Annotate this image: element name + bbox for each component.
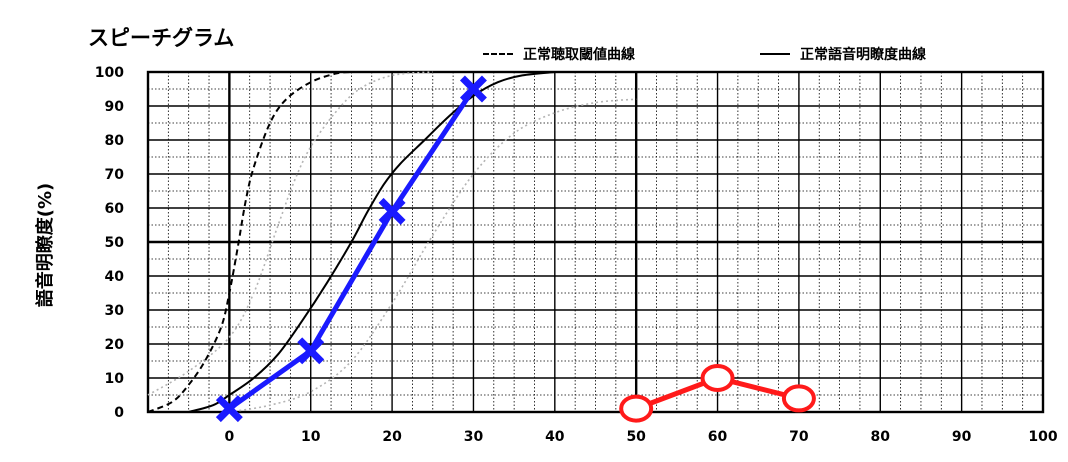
chart-title: スピーチグラム xyxy=(88,26,235,50)
series-line-dashed xyxy=(147,71,352,413)
y-tick-label: 90 xyxy=(105,99,125,115)
data-point-circle-marker xyxy=(619,394,654,423)
data-point-circle-marker xyxy=(781,384,816,413)
y-tick-label: 30 xyxy=(105,303,125,319)
y-tick-label: 80 xyxy=(105,133,125,149)
right-ear-line xyxy=(227,87,476,411)
y-tick-label: 0 xyxy=(114,405,124,421)
x-tick-label: 50 xyxy=(626,429,646,445)
x-tick-label: 40 xyxy=(545,429,565,445)
x-tick-label: 30 xyxy=(464,429,484,445)
y-tick-label: 40 xyxy=(105,269,125,285)
series-line-solid xyxy=(188,71,555,413)
legend-swatch-solid xyxy=(760,53,790,55)
data-point-x-marker xyxy=(378,197,406,225)
y-tick-label: 100 xyxy=(95,65,124,81)
legend-item-discrimination: 正常語音明瞭度曲線 xyxy=(760,44,926,64)
y-tick-label: 10 xyxy=(105,371,125,387)
series-line-dotted xyxy=(229,98,637,413)
x-tick-label: 90 xyxy=(952,429,972,445)
data-point-x-marker xyxy=(297,337,325,365)
x-tick-label: 20 xyxy=(382,429,402,445)
legend-item-threshold: 正常聴取閾値曲線 xyxy=(483,44,635,64)
y-tick-label: 20 xyxy=(105,337,125,353)
x-tick-label: 80 xyxy=(871,429,891,445)
legend-swatch-dashed xyxy=(483,53,513,55)
x-tick-label: 60 xyxy=(708,429,728,445)
x-tick-label: 10 xyxy=(301,429,321,445)
legend-label-discrimination: 正常語音明瞭度曲線 xyxy=(800,47,926,63)
x-tick-label: 70 xyxy=(789,429,809,445)
legend-label-threshold: 正常聴取閾値曲線 xyxy=(523,47,635,63)
y-tick-label: 70 xyxy=(105,167,125,183)
y-tick-label: 50 xyxy=(105,235,125,251)
x-tick-label: 100 xyxy=(1028,429,1057,445)
y-tick-label: 60 xyxy=(105,201,125,217)
plot-frame xyxy=(146,70,1045,414)
data-point-x-marker xyxy=(215,395,243,423)
data-point-circle-marker xyxy=(700,364,735,392)
series-line-dotted xyxy=(147,71,433,396)
x-tick-label: 0 xyxy=(224,429,234,445)
data-point-x-marker xyxy=(459,75,487,103)
